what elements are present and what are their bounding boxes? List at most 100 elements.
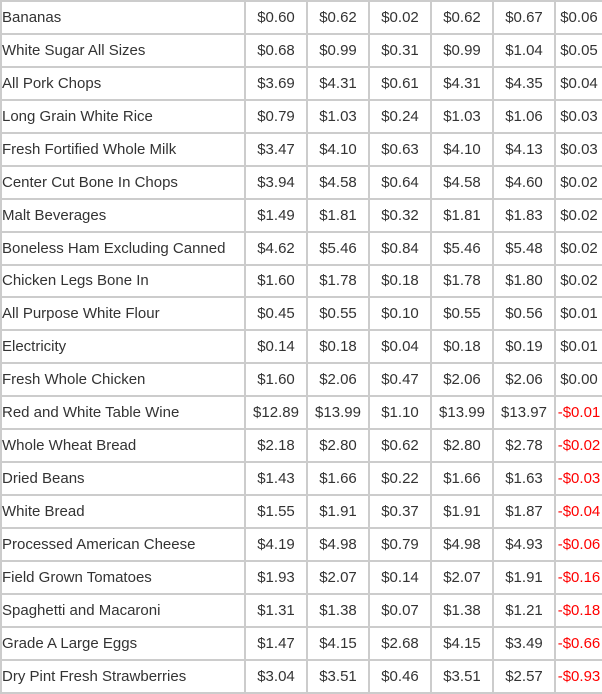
price-cell: $0.62 [430,0,494,35]
price-cell: $1.78 [306,263,370,299]
price-cell: $3.94 [244,164,308,200]
item-name-cell: Fresh Fortified Whole Milk [0,131,246,167]
item-name-cell: Dried Beans [0,461,246,497]
price-cell: $0.18 [306,329,370,365]
price-cell: $4.10 [306,131,370,167]
price-cell: $0.18 [430,329,494,365]
price-cell: $1.81 [306,197,370,233]
price-cell: $4.93 [492,527,556,562]
table-row: Long Grain White Rice $0.79 $1.03 $0.24 … [0,98,602,134]
price-cell: $12.89 [244,395,308,431]
item-name-cell: Fresh Whole Chicken [0,362,246,398]
price-cell: $2.06 [492,362,556,398]
price-cell: $0.02 [368,0,432,35]
price-cell: $0.02 [554,263,602,299]
price-cell: $0.03 [554,131,602,167]
price-cell: $0.99 [430,32,494,68]
price-cell: $0.47 [368,362,432,398]
item-name-cell: All Purpose White Flour [0,296,246,332]
item-name-cell: Field Grown Tomatoes [0,559,246,595]
price-cell: $4.98 [306,527,370,562]
table-row: Center Cut Bone In Chops $3.94 $4.58 $0.… [0,164,602,200]
price-cell: $0.32 [368,197,432,233]
item-name-cell: Long Grain White Rice [0,98,246,134]
item-name-cell: Dry Pint Fresh Strawberries [0,658,246,694]
table-row: Field Grown Tomatoes $1.93 $2.07 $0.14 $… [0,559,602,595]
price-cell: $0.01 [554,296,602,332]
price-cell: $3.51 [306,658,370,694]
item-name-cell: White Bread [0,494,246,529]
price-cell: $2.06 [430,362,494,398]
price-cell: $0.04 [368,329,432,365]
item-name-cell: Bananas [0,0,246,35]
price-cell: $0.61 [368,65,432,101]
price-cell: $5.48 [492,230,556,266]
price-cell: $4.31 [306,65,370,101]
price-cell: -$0.01 [554,395,602,431]
price-cell: $4.98 [430,527,494,562]
item-name-cell: Chicken Legs Bone In [0,263,246,299]
price-cell: $1.31 [244,592,308,628]
price-cell: -$0.16 [554,559,602,595]
table-row: Chicken Legs Bone In $1.60 $1.78 $0.18 $… [0,263,602,299]
price-cell: $3.47 [244,131,308,167]
price-cell: $5.46 [430,230,494,266]
price-cell: $0.67 [492,0,556,35]
price-cell: $0.55 [430,296,494,332]
table-row: All Purpose White Flour $0.45 $0.55 $0.1… [0,296,602,332]
price-cell: $0.00 [554,362,602,398]
table-row: Bananas $0.60 $0.62 $0.02 $0.62 $0.67 $0… [0,0,602,35]
price-cell: $1.03 [306,98,370,134]
price-cell: $13.99 [430,395,494,431]
price-cell: $1.83 [492,197,556,233]
price-cell: $13.99 [306,395,370,431]
item-name-cell: Grade A Large Eggs [0,625,246,661]
price-cell: $0.18 [368,263,432,299]
price-cell: $1.47 [244,625,308,661]
price-cell: $1.04 [492,32,556,68]
price-cell: $1.87 [492,494,556,529]
item-name-cell: Boneless Ham Excluding Canned [0,230,246,266]
table-row: Electricity $0.14 $0.18 $0.04 $0.18 $0.1… [0,329,602,365]
price-cell: -$0.66 [554,625,602,661]
item-name-cell: White Sugar All Sizes [0,32,246,68]
table-row: Red and White Table Wine $12.89 $13.99 $… [0,395,602,431]
table-row: Dried Beans $1.43 $1.66 $0.22 $1.66 $1.6… [0,461,602,497]
price-cell: $0.04 [554,65,602,101]
price-cell: $3.69 [244,65,308,101]
price-cell: $4.58 [430,164,494,200]
table-row: Grade A Large Eggs $1.47 $4.15 $2.68 $4.… [0,625,602,661]
price-cell: $1.91 [492,559,556,595]
price-cell: $1.60 [244,263,308,299]
table-row: Processed American Cheese $4.19 $4.98 $0… [0,527,602,562]
price-cell: $4.15 [306,625,370,661]
price-cell: $5.46 [306,230,370,266]
price-cell: $1.21 [492,592,556,628]
table-row: Spaghetti and Macaroni $1.31 $1.38 $0.07… [0,592,602,628]
table-row: Dry Pint Fresh Strawberries $3.04 $3.51 … [0,658,602,694]
price-cell: $0.60 [244,0,308,35]
price-cell: $1.66 [430,461,494,497]
price-cell: $0.14 [368,559,432,595]
price-cell: $1.78 [430,263,494,299]
price-cell: $2.80 [306,428,370,464]
price-cell: $4.10 [430,131,494,167]
price-cell: $0.46 [368,658,432,694]
table-row: All Pork Chops $3.69 $4.31 $0.61 $4.31 $… [0,65,602,101]
price-cell: $0.55 [306,296,370,332]
price-cell: $0.62 [368,428,432,464]
price-cell: $0.45 [244,296,308,332]
price-cell: $0.24 [368,98,432,134]
price-cell: $0.64 [368,164,432,200]
item-name-cell: Center Cut Bone In Chops [0,164,246,200]
price-cell: $1.03 [430,98,494,134]
price-cell: $3.49 [492,625,556,661]
price-cell: $0.79 [368,527,432,562]
price-cell: -$0.04 [554,494,602,529]
price-cell: $2.68 [368,625,432,661]
price-cell: $0.68 [244,32,308,68]
price-cell: $4.13 [492,131,556,167]
price-cell: $0.22 [368,461,432,497]
price-cell: $2.80 [430,428,494,464]
